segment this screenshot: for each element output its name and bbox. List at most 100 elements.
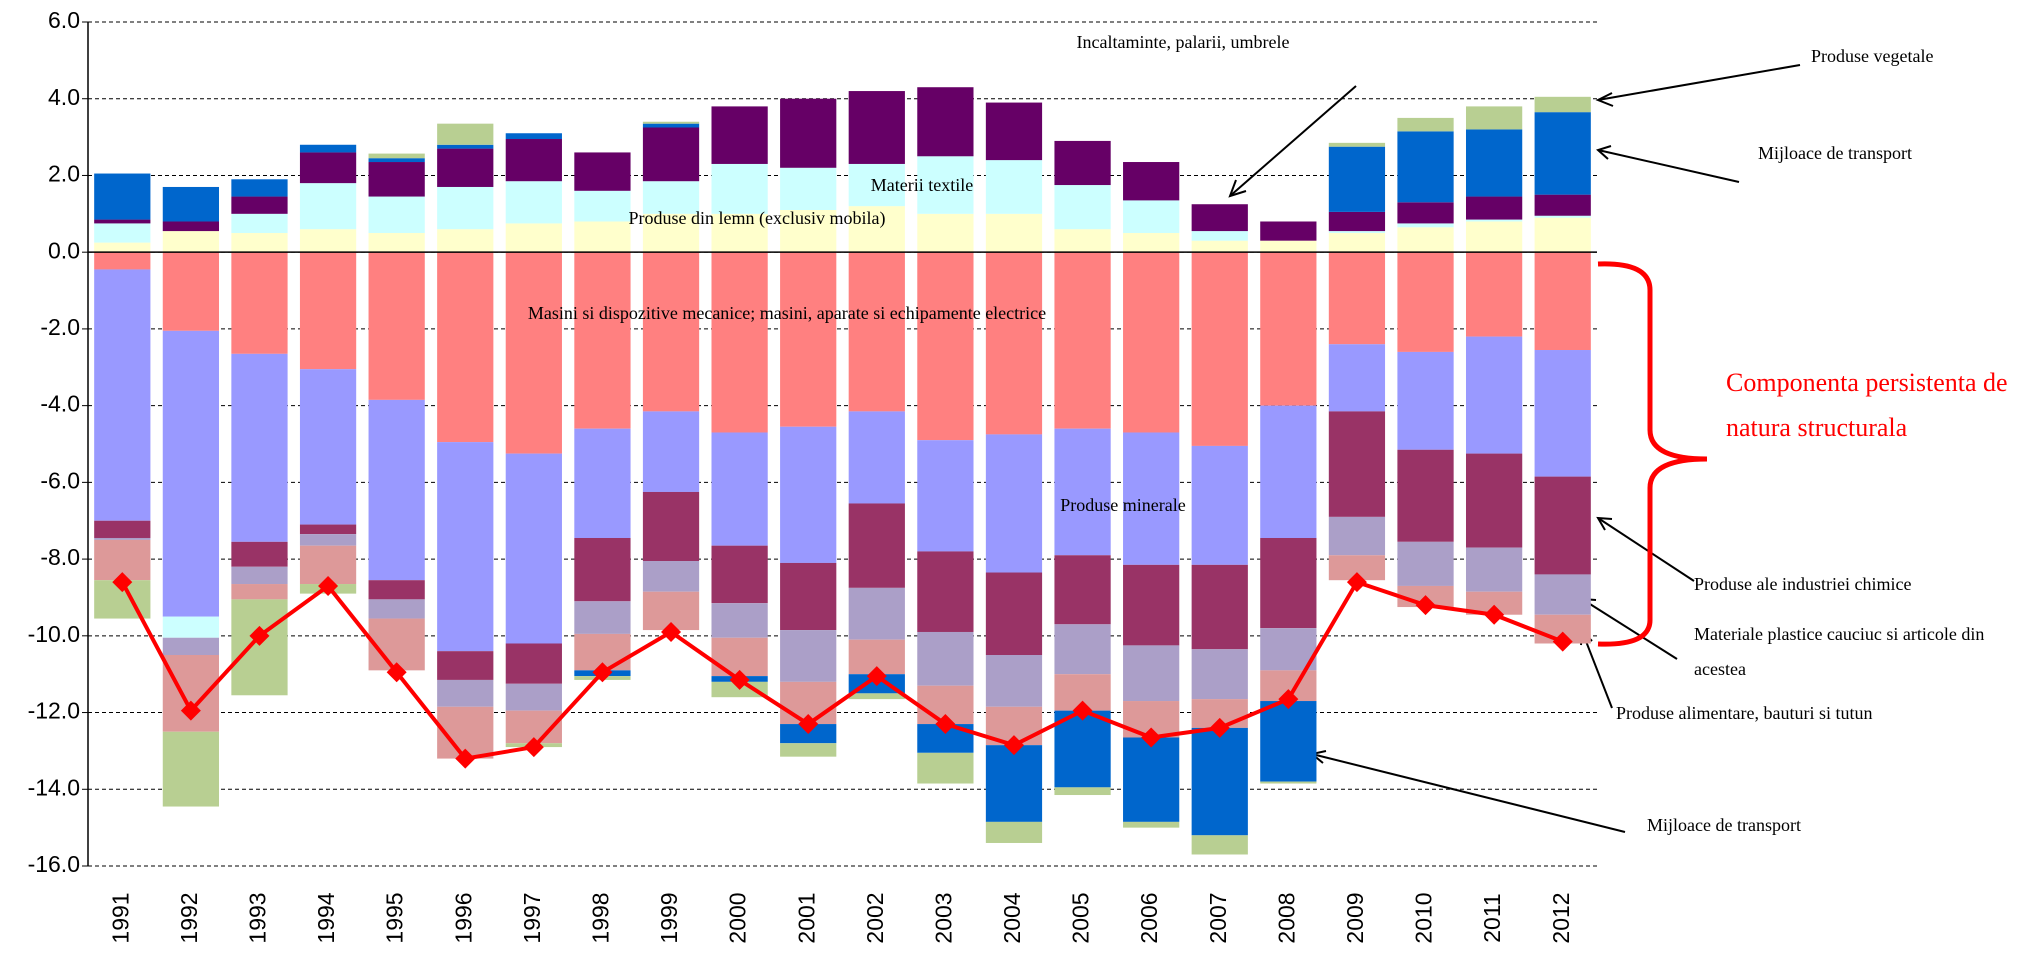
arrow [1581, 630, 1613, 709]
bar-segment [94, 520, 151, 538]
bar-segment [642, 411, 700, 492]
bar-segment [1465, 336, 1523, 454]
bar-segment [1328, 146, 1386, 212]
bar-segment [1397, 227, 1454, 253]
bar-segment [437, 651, 494, 680]
y-tick-label: -2.0 [40, 314, 80, 340]
bar-segment [1054, 624, 1111, 675]
bar-segment [437, 148, 494, 187]
bar-segment [1260, 537, 1317, 629]
bar-segment [642, 121, 700, 124]
bar-segment [780, 98, 837, 168]
bar-segment [1054, 428, 1111, 556]
bar-segment [1191, 204, 1248, 232]
bar-segment [985, 745, 1043, 822]
bar-segment [1260, 240, 1317, 253]
bar-segment [1328, 411, 1386, 517]
annotation: Componenta persistenta de [1726, 368, 2008, 397]
arrow [1311, 753, 1626, 833]
total-marker [1209, 717, 1230, 738]
bar-segment [642, 491, 700, 562]
bar-segment [1534, 112, 1591, 195]
bar-segment [780, 426, 837, 563]
arrow [1597, 149, 1740, 183]
bar-segment [1054, 710, 1111, 788]
bar-segment [1328, 211, 1386, 232]
y-tick-label: -14.0 [28, 774, 80, 800]
y-tick-label: 6.0 [48, 7, 80, 33]
bar-segment [1328, 516, 1386, 556]
bar-segment [780, 630, 837, 682]
bar-segment [642, 127, 700, 182]
bar-segment [299, 183, 357, 230]
bar-segment [780, 209, 837, 253]
bar-segment [1397, 252, 1454, 352]
annotation: natura structurala [1726, 413, 1908, 442]
annotation: Masini si dispozitive mecanice; masini, … [528, 303, 1046, 323]
bar-segment [1465, 221, 1523, 253]
bar-segment [711, 637, 768, 677]
bar-segment [574, 221, 631, 253]
total-marker [1346, 572, 1367, 593]
bar-segment [642, 123, 700, 128]
bar-segment [299, 152, 357, 184]
x-tick-label: 2000 [725, 892, 751, 943]
annotation: Materii textile [871, 175, 973, 195]
bar-segment [231, 584, 288, 600]
bar-segment [1054, 185, 1111, 230]
bar-segment [985, 252, 1043, 435]
bar-segment [1191, 649, 1248, 700]
bar-segment [1191, 835, 1248, 855]
bar-segment [1260, 221, 1317, 241]
total-marker [523, 737, 544, 758]
bar-segment [1123, 645, 1180, 702]
bar-segment [985, 572, 1043, 655]
bar-segment [1397, 351, 1454, 450]
bar-segment [848, 252, 905, 412]
bar-segment [162, 330, 220, 617]
bar-segment [505, 133, 562, 140]
bar-segment [780, 252, 837, 427]
annotation: Incaltaminte, palarii, umbrele [1077, 32, 1290, 52]
x-tick-label: 2009 [1342, 892, 1368, 943]
bar-segment [1465, 591, 1523, 615]
bar-segment [917, 156, 974, 214]
bar-segment [642, 561, 700, 592]
x-tick-label: 2007 [1205, 892, 1231, 943]
bar-segment [848, 91, 905, 164]
bar-segment [1397, 223, 1454, 228]
x-tick-label: 2003 [930, 892, 956, 943]
bar-segment [1328, 142, 1386, 147]
bar-segment [299, 534, 357, 546]
bar-segment [1397, 449, 1454, 542]
bar-segment [299, 524, 357, 535]
total-marker [1278, 689, 1299, 710]
bar-segment [574, 537, 631, 602]
y-tick-label: -8.0 [40, 544, 80, 570]
bar-segment [1191, 231, 1248, 241]
x-tick-label: 1991 [107, 892, 133, 943]
bar-segment [780, 167, 837, 210]
bar-segment [848, 587, 905, 640]
bar-segment [368, 599, 425, 619]
annotation: Produse alimentare, bauturi si tutun [1616, 703, 1872, 723]
bar-segment [299, 252, 357, 370]
annotation: Mijloace de transport [1758, 143, 1912, 163]
bar-segment [162, 616, 220, 638]
bar-segment [917, 551, 974, 632]
bar-segment [368, 153, 425, 159]
total-marker [1072, 700, 1093, 721]
x-tick-label: 1992 [176, 892, 202, 943]
bar-segment [848, 411, 905, 504]
line-series [112, 572, 1573, 769]
bar-segment [368, 399, 425, 581]
total-marker [798, 714, 819, 735]
x-tick-label: 1993 [245, 892, 271, 943]
annotation: Materiale plastice cauciuc si articole d… [1694, 624, 1984, 644]
bar-segment [1123, 252, 1180, 433]
bar-segment [162, 186, 220, 222]
bar-segment [917, 631, 974, 686]
bar-segment [848, 503, 905, 588]
bar-segment [94, 219, 151, 224]
